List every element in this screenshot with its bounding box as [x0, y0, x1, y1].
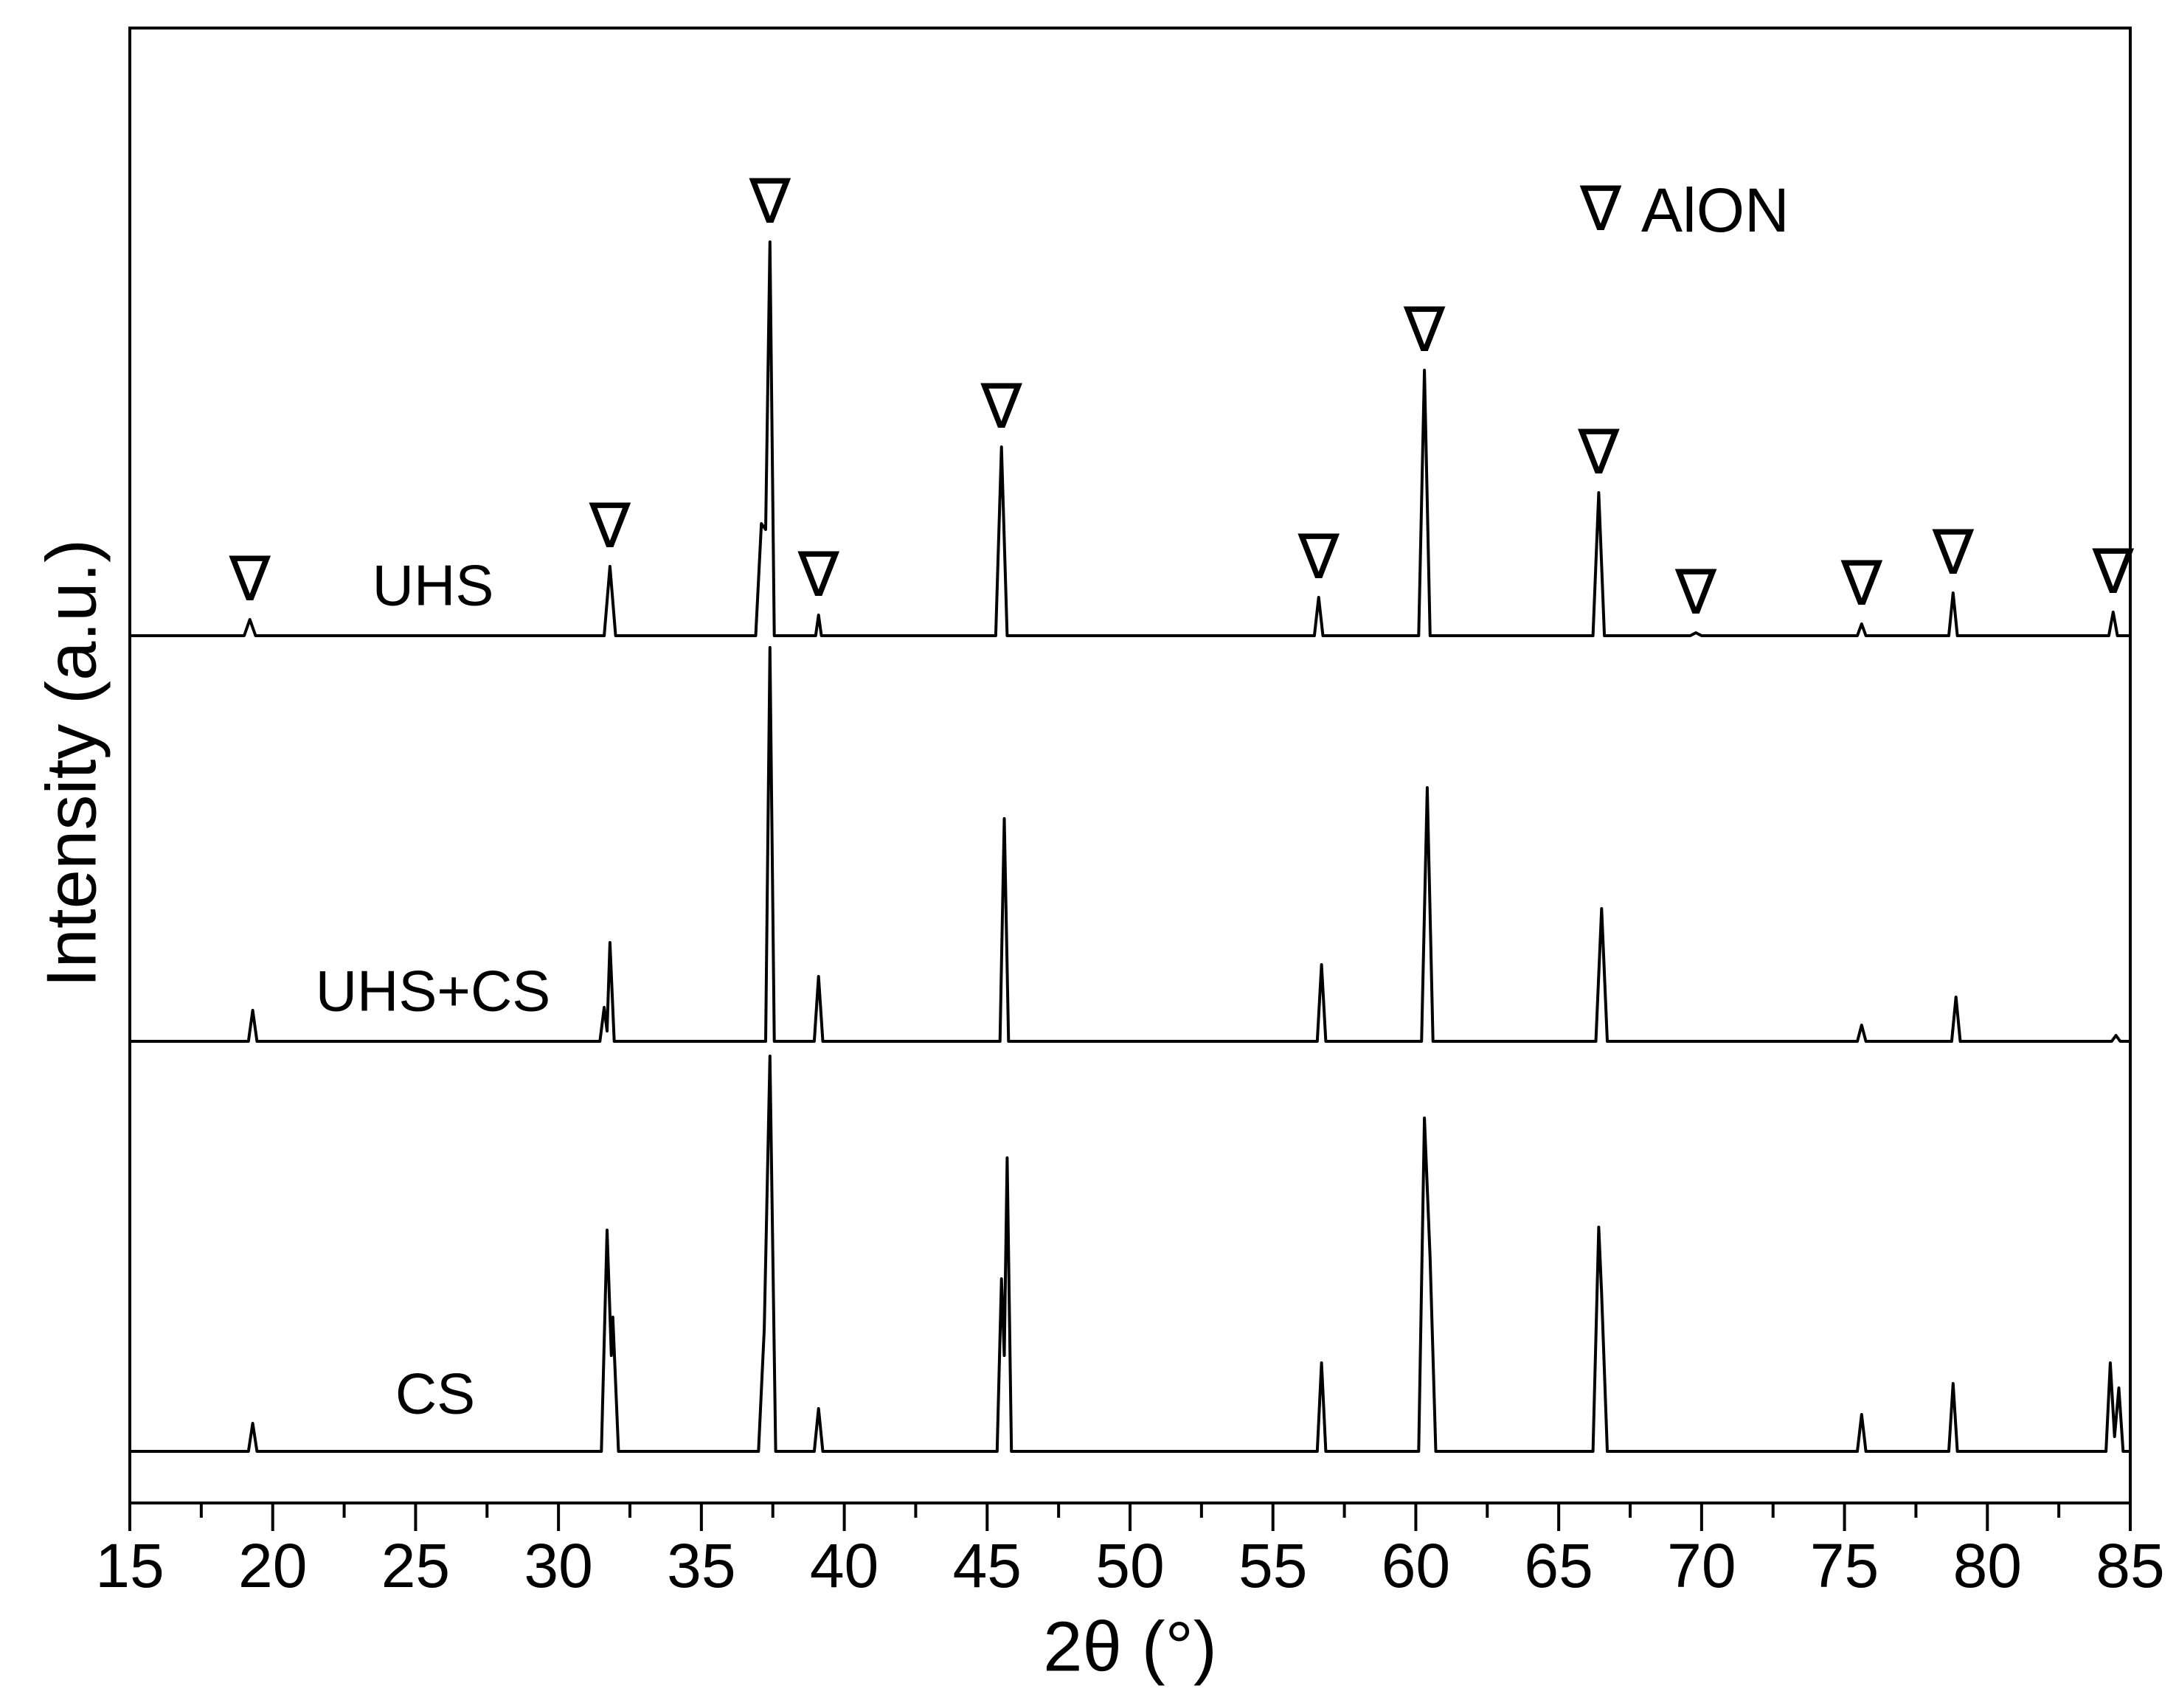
x-tick-label: 60 [1382, 1531, 1450, 1600]
x-tick-label: 75 [1810, 1531, 1879, 1600]
legend-label: AlON [1641, 176, 1789, 245]
series-label: UHS+CS [316, 959, 551, 1024]
y-axis-title: Intensity (a.u.) [32, 539, 111, 987]
series-line [130, 240, 2130, 637]
peak-marker: ∇ [229, 544, 271, 614]
peak-marker: ∇ [1932, 518, 1975, 587]
x-tick-label: 55 [1238, 1531, 1307, 1600]
x-tick-label: 20 [238, 1531, 307, 1600]
x-tick-label: 25 [381, 1531, 450, 1600]
x-tick-label: 40 [810, 1531, 879, 1600]
peak-marker: ∇ [589, 491, 631, 560]
peak-marker: ∇ [1297, 522, 1340, 591]
peak-marker: ∇ [1840, 549, 1883, 618]
series-label: UHS [373, 553, 494, 618]
x-tick-label: 15 [95, 1531, 164, 1600]
peak-marker: ∇ [1403, 295, 1446, 364]
peak-marker: ∇ [1577, 417, 1620, 487]
x-tick-label: 85 [2096, 1531, 2164, 1600]
peak-marker: ∇ [980, 372, 1023, 441]
x-tick-label: 35 [667, 1531, 735, 1600]
peak-marker: ∇ [2092, 537, 2135, 606]
peak-marker: ∇ [749, 167, 791, 236]
legend-symbol: ∇ [1579, 174, 1622, 243]
x-tick-label: 50 [1095, 1531, 1164, 1600]
x-tick-label: 70 [1667, 1531, 1736, 1600]
x-axis-title: 2θ (°) [1043, 1607, 1217, 1686]
series-line [130, 1055, 2130, 1453]
series-label: CS [395, 1361, 475, 1426]
plot-frame [128, 27, 2132, 1504]
x-tick-label: 45 [953, 1531, 1022, 1600]
x-tick-label: 80 [1953, 1531, 2022, 1600]
peak-marker: ∇ [797, 540, 840, 609]
peak-marker: ∇ [1674, 558, 1717, 627]
series-line [130, 646, 2130, 1043]
x-tick-label: 65 [1524, 1531, 1593, 1600]
x-tick-label: 30 [524, 1531, 592, 1600]
